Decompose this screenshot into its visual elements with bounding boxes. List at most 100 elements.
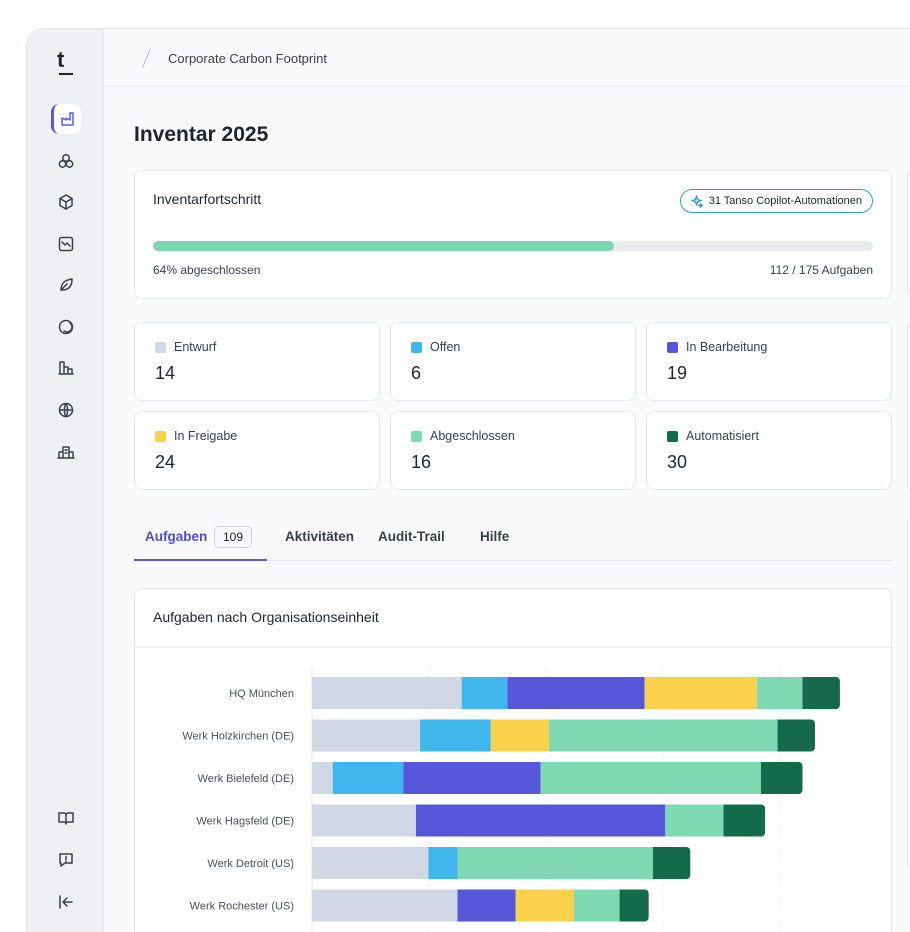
tab-label: Aktivitäten: [285, 529, 355, 544]
topbar: Corporate Carbon Footprint: [104, 29, 910, 87]
chart-category-label: HQ München: [229, 688, 294, 700]
stat-value: 16: [411, 452, 432, 472]
sidebar-collapse[interactable]: [51, 887, 81, 917]
stat-label: Entwurf: [174, 340, 217, 354]
chart-category-label: Werk Bielefeld (DE): [198, 773, 294, 785]
chart-bar-segment: [756, 677, 803, 709]
chart-bar-segment: [457, 889, 516, 922]
tab-count-badge: 109: [214, 526, 253, 548]
collapse-icon: [59, 895, 73, 909]
chart-bar-segment: [312, 677, 462, 709]
chart-bar-segment: [312, 762, 333, 794]
progress-track: [153, 241, 873, 251]
stat-card-automatisiert[interactable]: Automatisiert 30: [646, 411, 892, 490]
stat-label: In Bearbeitung: [686, 340, 768, 354]
progress-title: Inventarfortschritt: [153, 191, 262, 207]
chart-bar-segment: [507, 677, 645, 709]
feedback-icon: [59, 853, 73, 867]
tab-bar: Aufgaben 109 Aktivitäten Audit-Trail Hil…: [134, 517, 892, 561]
sidebar-item-chart[interactable]: [51, 229, 81, 259]
chart-bar-segment: [723, 804, 766, 837]
sidebar-item-circle[interactable]: [51, 312, 81, 342]
sparkle-icon: [690, 194, 703, 208]
chart-divider: [135, 647, 891, 648]
sidebar-item-hexagons[interactable]: [51, 146, 81, 176]
status-swatch: [411, 430, 422, 442]
chart-bar-segment: [312, 804, 416, 837]
sidebar-item-factory[interactable]: [51, 104, 81, 134]
stat-card-abgeschlossen[interactable]: Abgeschlossen 16: [390, 411, 636, 490]
chart-bar-segment: [312, 889, 458, 922]
chart-bar-segment: [457, 847, 653, 879]
chart-trend-icon: [58, 236, 74, 252]
stat-value: 30: [667, 452, 688, 472]
hexagons-icon: [58, 154, 74, 168]
app-window: t: [26, 28, 910, 932]
stat-value: 14: [155, 363, 176, 383]
logo-underline: [59, 73, 73, 75]
stat-label: Offen: [430, 340, 461, 354]
status-swatch: [667, 341, 678, 353]
circle-icon: [58, 319, 74, 335]
sidebar: t: [27, 29, 104, 932]
stat-card-in-freigabe[interactable]: In Freigabe 24: [134, 411, 380, 490]
stat-value: 6: [411, 363, 422, 383]
status-swatch: [667, 430, 678, 442]
sidebar-item-globe[interactable]: [51, 395, 81, 425]
side-panel-edge: [907, 322, 910, 490]
stat-label: Abgeschlossen: [430, 429, 515, 443]
sidebar-item-leaf[interactable]: [51, 270, 81, 300]
sidebar-item-box[interactable]: [51, 187, 81, 217]
stat-value: 19: [667, 363, 688, 383]
tab-hilfe[interactable]: Hilfe: [480, 529, 509, 544]
buildings-icon: [58, 361, 74, 375]
sidebar-item-docs[interactable]: [51, 803, 81, 833]
chart-category-label: Werk Detroit (US): [207, 858, 294, 870]
chart-category-label: Werk Hagsfeld (DE): [196, 816, 294, 828]
copilot-automation-badge[interactable]: 31 Tanso Copilot-Automationen: [679, 189, 873, 213]
chart-bar-segment: [760, 762, 803, 794]
chart-bar-segment: [573, 889, 620, 922]
tab-audit-trail[interactable]: Audit-Trail: [378, 529, 445, 544]
stat-card-entwurf[interactable]: Entwurf 14: [134, 322, 380, 401]
status-swatch: [411, 341, 422, 353]
status-swatch: [155, 341, 166, 353]
chart-bar-segment: [420, 719, 491, 752]
badge-label: 31 Tanso Copilot-Automationen: [708, 195, 862, 207]
chart-bar-segment: [515, 889, 574, 922]
chart-bar-segment: [403, 762, 541, 794]
side-panel-edge: [907, 517, 910, 869]
sidebar-item-feedback[interactable]: [51, 845, 81, 875]
office-icon: [57, 446, 75, 459]
chart-bar-segment: [332, 762, 404, 794]
chart-category-label: Werk Rochester (US): [190, 901, 294, 913]
chart-bar-segment: [540, 762, 761, 794]
progress-card: Inventarfortschritt 31 Tanso Copilot-Aut…: [134, 170, 892, 299]
sidebar-item-office[interactable]: [51, 437, 81, 467]
breadcrumb-current[interactable]: Corporate Carbon Footprint: [168, 51, 327, 66]
tab-aufgaben[interactable]: Aufgaben: [145, 529, 207, 544]
chart-title: Aufgaben nach Organisationseinheit: [153, 609, 379, 625]
stat-card-offen[interactable]: Offen 6: [390, 322, 636, 401]
chart-bar-segment: [619, 889, 649, 922]
app-logo[interactable]: t: [57, 47, 65, 72]
tab-label: Audit-Trail: [378, 529, 445, 544]
chart-bar-segment: [777, 719, 815, 752]
box-icon: [59, 194, 73, 210]
chart-bar-segment: [652, 847, 691, 879]
side-panel-edge: [907, 170, 910, 295]
chart-bar-segment: [428, 847, 458, 879]
chart-bar-segment: [548, 719, 778, 752]
chart-bar-segment: [461, 677, 508, 709]
stat-card-in-bearbeitung[interactable]: In Bearbeitung 19: [646, 322, 892, 401]
sidebar-item-buildings[interactable]: [51, 353, 81, 383]
chart-bar-segment: [665, 804, 724, 837]
breadcrumb-separator: [142, 48, 151, 68]
factory-icon: [60, 112, 74, 126]
leaf-icon: [60, 278, 73, 291]
chart-bar-segment: [415, 804, 666, 837]
page-title: Inventar 2025: [134, 123, 269, 146]
tab-aktivitaeten[interactable]: Aktivitäten: [285, 529, 354, 544]
progress-fill: [153, 241, 614, 251]
chart-bar-segment: [312, 719, 421, 752]
